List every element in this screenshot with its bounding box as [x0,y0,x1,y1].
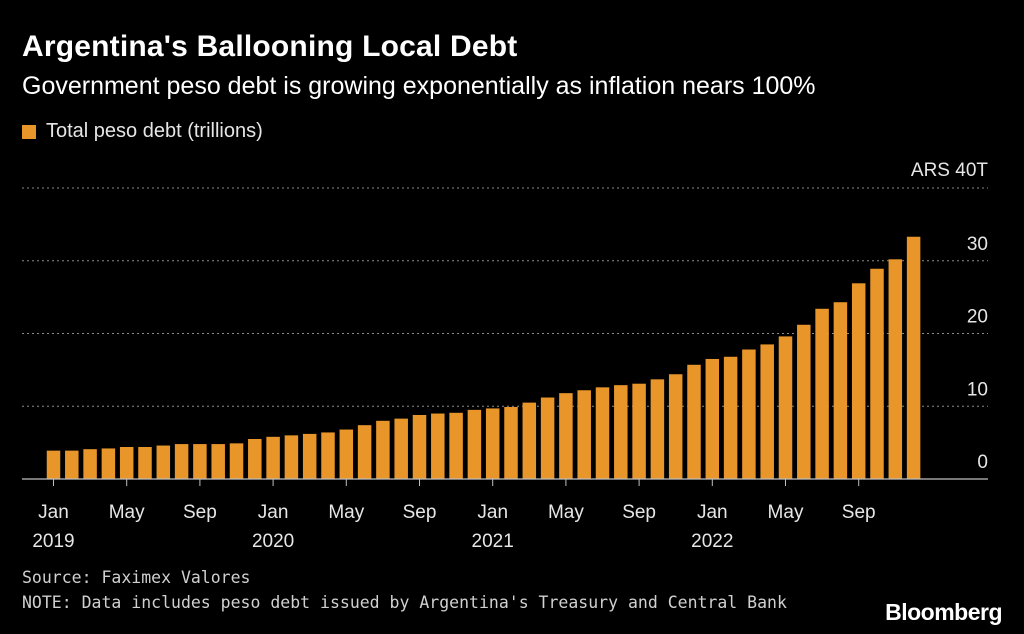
bar-may-2020 [339,429,354,479]
bar-feb-2021 [504,406,518,479]
x-tick-year-label: 2022 [691,531,733,552]
bar-apr-2019 [101,448,116,479]
x-tick-year-label: 2020 [252,531,294,552]
bar-sep-2019 [193,444,207,479]
x-tick-label: Sep [842,502,876,523]
bar-jul-2019 [156,445,171,479]
bar-aug-2019 [174,444,189,479]
bar-dec-2021 [687,364,701,479]
x-tick-label: Sep [622,502,656,523]
bar-sep-2021 [632,383,646,479]
axes [22,478,988,486]
bar-may-2022 [778,336,793,479]
bar-apr-2020 [321,432,335,479]
x-tick-label: Jan [38,502,69,523]
bar-dec-2022 [906,236,921,479]
bars [46,236,921,479]
chart-subtitle: Government peso debt is growing exponent… [22,72,816,100]
bloomberg-logo: Bloomberg [885,599,1002,625]
bar-nov-2021 [668,374,683,479]
y-tick-label: 0 [977,452,988,473]
x-tick-label: May [548,502,584,523]
bar-oct-2020 [431,413,445,479]
y-axis-labels: 0 10 20 30 ARS 40T [911,160,988,473]
bar-may-2021 [559,393,573,479]
bar-mar-2020 [302,433,317,479]
x-tick-label: Jan [697,502,728,523]
bar-nov-2022 [888,259,903,479]
bar-oct-2019 [211,444,225,479]
legend-swatch [22,124,36,139]
bar-jun-2020 [357,425,372,479]
bar-feb-2022 [723,356,738,479]
bar-apr-2022 [760,344,774,479]
bar-oct-2022 [870,268,884,479]
bar-feb-2019 [65,450,79,479]
source-note: Source: Faximex Valores [22,568,251,587]
x-tick-label: May [109,502,145,523]
legend-label: Total peso debt (trillions) [46,120,263,142]
footnote: NOTE: Data includes peso debt issued by … [22,593,787,612]
bar-jun-2022 [797,324,811,479]
chart-title: Argentina's Ballooning Local Debt [22,30,518,63]
bar-jul-2022 [815,308,829,479]
bar-jan-2020 [266,436,280,479]
bar-jul-2020 [376,420,390,479]
y-tick-label: 20 [967,307,988,328]
bar-aug-2021 [614,385,628,479]
bar-jan-2022 [705,358,720,479]
x-axis-labels: Jan 2019 May Sep Jan 2020 May Sep Jan 2021 May Sep J… [32,502,875,552]
x-tick-label: Jan [258,502,289,523]
y-tick-label: 10 [967,379,988,400]
bar-jun-2021 [577,390,591,479]
bar-aug-2022 [833,302,848,479]
bar-mar-2022 [742,349,756,479]
y-tick-label: 30 [967,234,988,255]
x-tick-year-label: 2019 [32,531,74,552]
bar-jul-2021 [595,387,610,479]
bar-jun-2019 [138,446,152,479]
legend: Total peso debt (trillions) [22,120,263,143]
bar-dec-2020 [467,409,482,479]
y-tick-label: ARS 40T [911,160,988,181]
bar-aug-2020 [394,418,408,479]
x-tick-year-label: 2021 [472,531,514,552]
bar-may-2019 [119,446,134,479]
bar-nov-2020 [449,412,463,479]
x-tick-label: Sep [403,502,437,523]
bar-sep-2022 [851,283,866,479]
x-tick-label: May [768,502,804,523]
bar-sep-2020 [412,414,427,479]
bar-mar-2021 [522,402,537,479]
bar-jan-2019 [46,450,61,479]
bar-nov-2019 [229,443,244,479]
bar-feb-2020 [284,435,299,479]
x-tick-label: Jan [477,502,508,523]
bar-dec-2019 [248,438,262,479]
x-tick-label: May [328,502,364,523]
x-tick-label: Sep [183,502,217,523]
bar-oct-2021 [650,379,665,479]
bar-mar-2019 [83,449,97,479]
bar-apr-2021 [540,397,555,479]
bar-jan-2021 [485,408,500,479]
